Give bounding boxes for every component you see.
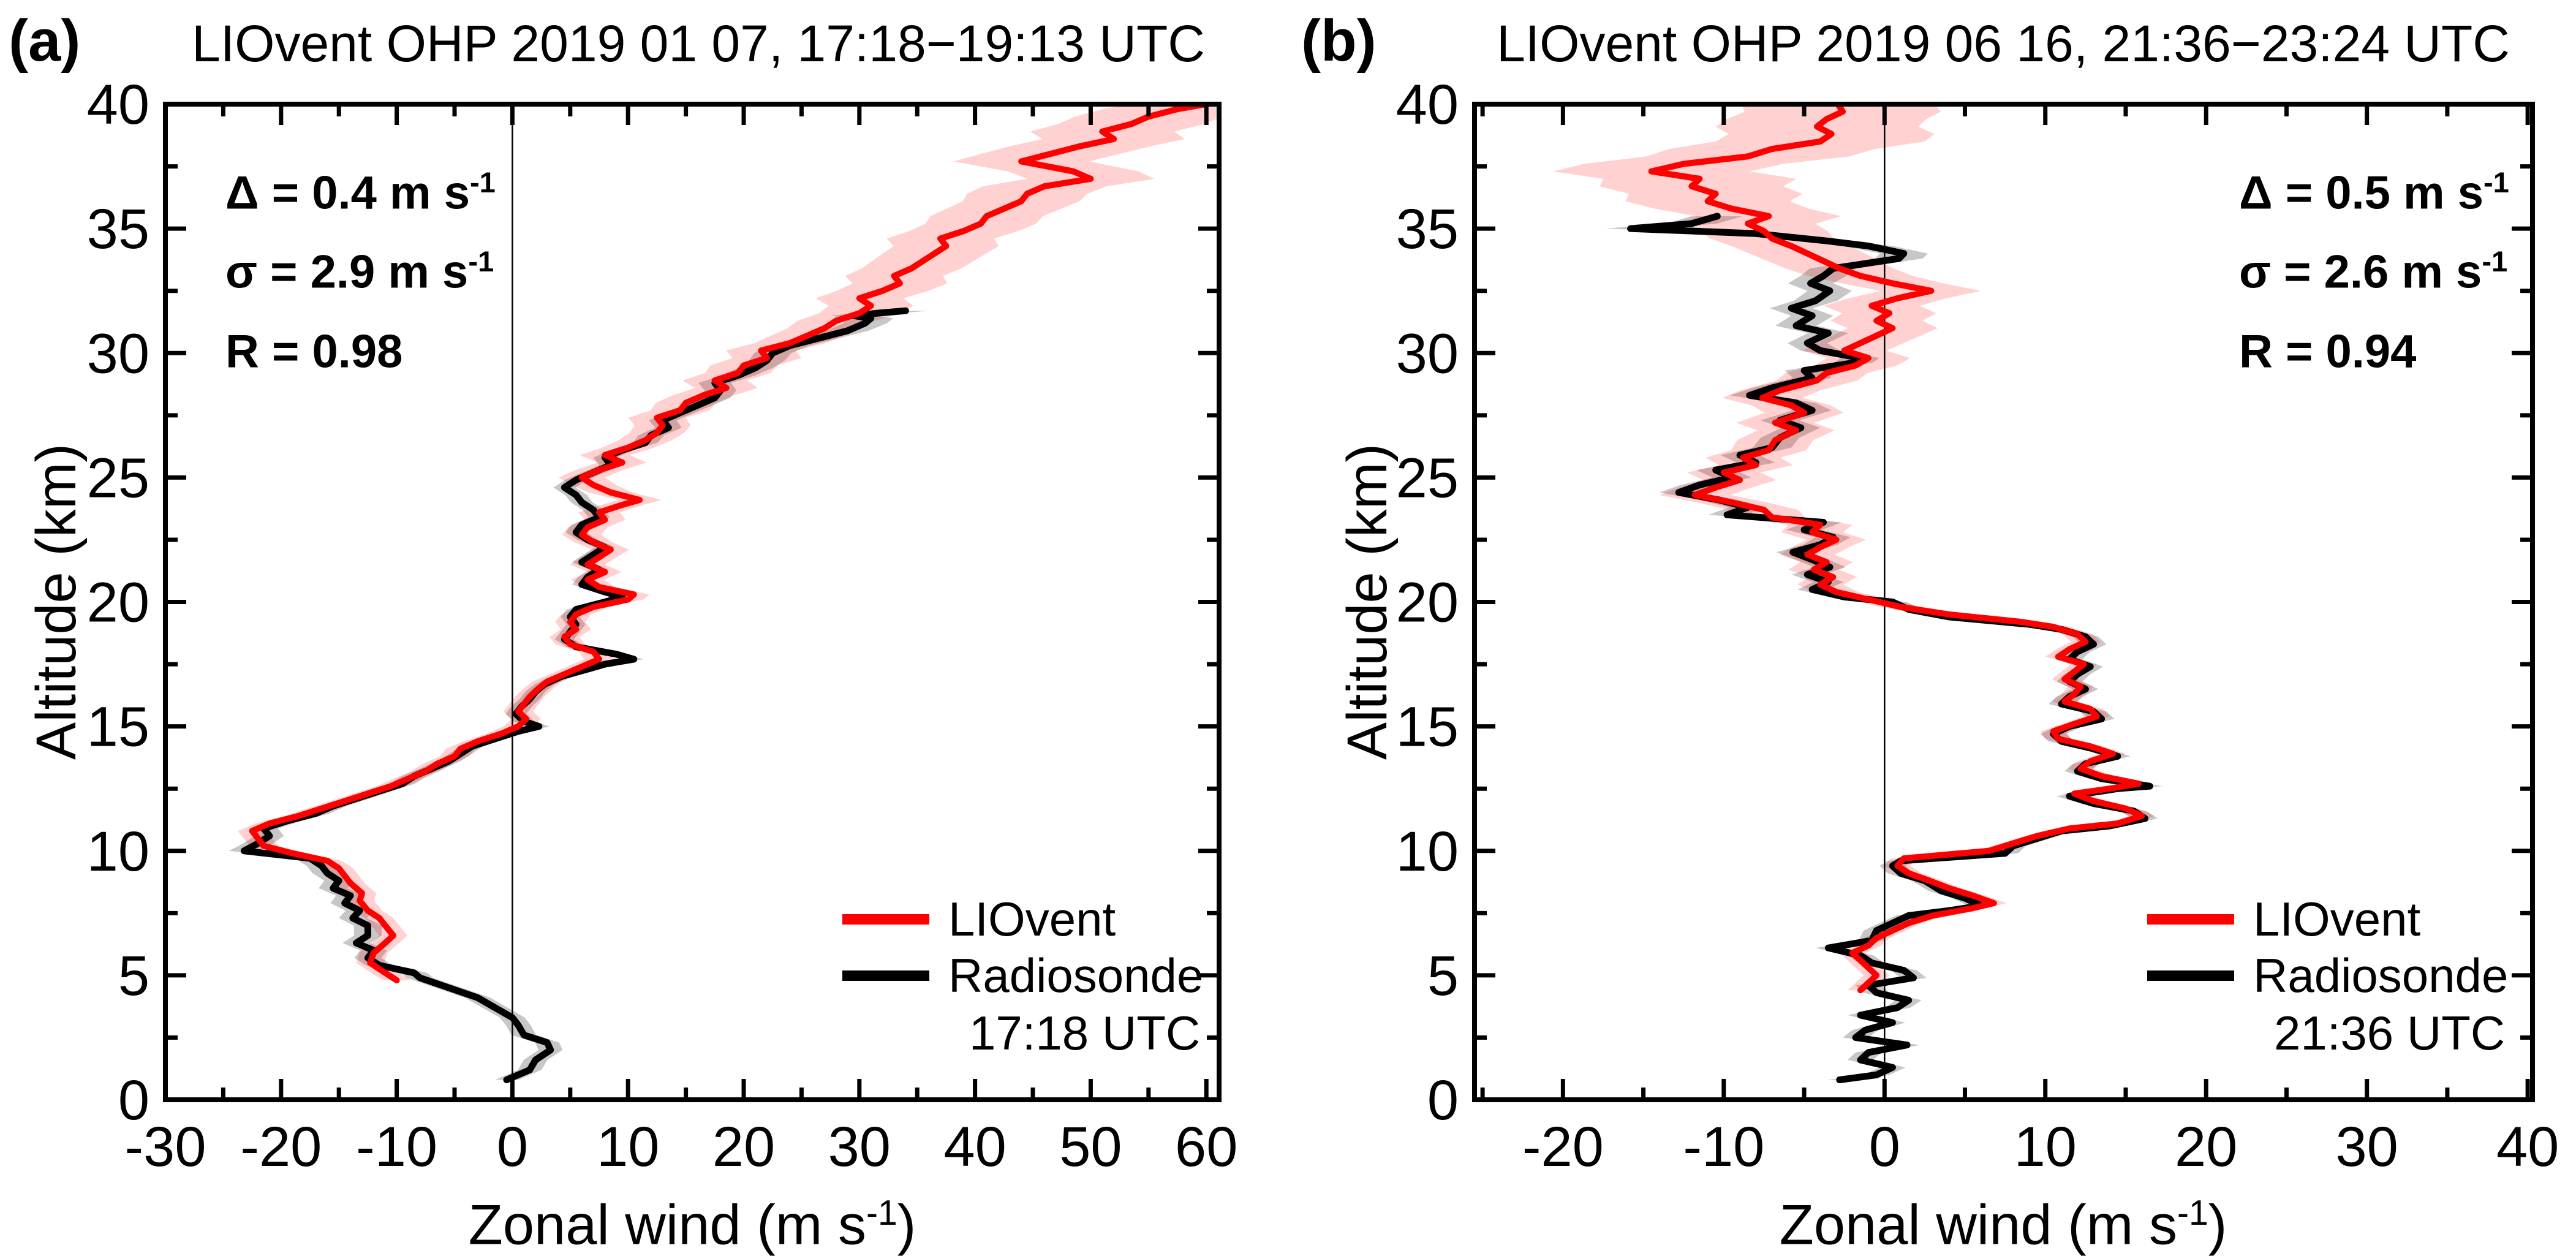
panel-b-y-tick-label: 0 — [1427, 1069, 1459, 1132]
panel-a-x-tick-label: 40 — [943, 1116, 1006, 1178]
panel-b-stat-sigma: σ = 2.6 m s-1 — [2239, 245, 2508, 298]
panel-b-band — [1553, 104, 2155, 991]
panel-b-legend-liovent-label: LIOvent — [2253, 892, 2421, 946]
panel-a-y-tick-label: 0 — [118, 1069, 149, 1132]
panel-b-x-tick-label: 20 — [2175, 1116, 2237, 1178]
panel-a-legend-radiosonde-label: Radiosonde — [948, 948, 1204, 1002]
panel-a-y-tick-label: 25 — [87, 447, 149, 509]
panel-b-y-tick-label: 15 — [1396, 696, 1459, 759]
panel-a-legend-radiosonde-time: 17:18 UTC — [969, 1006, 1201, 1060]
panel-a-y-tick-label: 20 — [87, 572, 149, 634]
panel-b-y-tick-label: 40 — [1396, 74, 1459, 136]
panel-a-y-tick-label: 30 — [87, 322, 149, 385]
panel-a-x-tick-label: 0 — [497, 1116, 528, 1178]
panel-b-title: LIOvent OHP 2019 06 16, 21:36−23:24 UTC — [1497, 15, 2510, 72]
panel-a-x-tick-label: -30 — [125, 1116, 206, 1178]
panel-a-y-axis-label: Altitude (km) — [25, 443, 88, 760]
panel-b-series-radiosonde — [1627, 213, 2153, 1083]
panel-b-stat-delta: Δ = 0.5 m s-1 — [2239, 166, 2509, 219]
liovent-line-swatch — [2147, 914, 2234, 925]
panel-a-plot-area: -30 -20 -10 0 10 20 30 40 50 60 0 5 10 15 20 25 30 35 40 — [87, 74, 1238, 1178]
panel-b-x-tick-label: -20 — [1522, 1116, 1604, 1178]
panel-a-x-tick-label: 20 — [712, 1116, 775, 1178]
panel-a-x-axis-label: Zonal wind (m s-1) — [468, 1194, 916, 1256]
panel-b-legend-radiosonde-time: 21:36 UTC — [2274, 1006, 2506, 1060]
panel-a-y-tick-label: 10 — [87, 820, 149, 883]
panel-a-series-liovent — [249, 104, 1210, 983]
panel-b-y-tick-label: 25 — [1396, 447, 1459, 509]
panel-b-x-tick-label: 30 — [2335, 1116, 2398, 1178]
panel-b-stat-r: R = 0.94 — [2239, 325, 2417, 377]
panel-a-x-tick-label: 30 — [828, 1116, 891, 1178]
panel-a-legend-liovent-label: LIOvent — [948, 892, 1116, 946]
radiosonde-line-swatch — [2147, 970, 2234, 981]
panel-a-y-tick-label: 15 — [87, 696, 149, 759]
radiosonde-line-swatch — [842, 970, 929, 981]
panel-b-plot-area: -20 -10 0 10 20 30 40 0 5 10 15 20 25 30 35 40 — [1396, 74, 2559, 1178]
panel-a-letter: (a) — [9, 8, 81, 74]
panel-a-series-radiosonde — [240, 307, 909, 1083]
panel-a-x-tick-label: 10 — [597, 1116, 659, 1178]
panel-a-stat-delta: Δ = 0.4 m s-1 — [225, 166, 496, 219]
panel-b-x-tick-label: 10 — [2014, 1116, 2077, 1178]
panel-a-y-tick-label: 40 — [87, 74, 149, 136]
panel-a-title: LIOvent OHP 2019 01 07, 17:18−19:13 UTC — [192, 15, 1205, 72]
panel-b-x-tick-label: 40 — [2496, 1116, 2559, 1178]
panel-b-y-tick-label: 20 — [1396, 572, 1459, 634]
panel-b-legend-radiosonde-label: Radiosonde — [2253, 948, 2509, 1002]
panel-a-x-tick-label: -20 — [240, 1116, 322, 1178]
panel-b-y-axis-label: Altitude (km) — [1336, 443, 1399, 760]
liovent-line-swatch — [842, 914, 929, 925]
panel-a-band — [229, 311, 929, 1080]
panel-a-stat-sigma: σ = 2.9 m s-1 — [225, 245, 494, 298]
panel-b-y-tick-label: 35 — [1396, 198, 1459, 260]
panel-b-y-tick-label: 30 — [1396, 322, 1459, 385]
panel-a-stats: Δ = 0.4 m s-1 σ = 2.9 m s-1 R = 0.98 — [225, 148, 496, 386]
panel-a-x-tick-label: -10 — [356, 1116, 437, 1178]
panel-a-stat-r: R = 0.98 — [225, 325, 403, 377]
panel-b-y-tick-label: 10 — [1396, 820, 1459, 883]
panel-a-x-tick-label: 50 — [1059, 1116, 1122, 1178]
panel-a-y-tick-label: 5 — [118, 945, 149, 1007]
panel-b-letter: (b) — [1301, 8, 1377, 74]
panel-b-x-axis-label: Zonal wind (m s-1) — [1779, 1194, 2227, 1256]
panel-b-series-liovent — [1648, 104, 2145, 994]
panel-b-x-tick-label: -10 — [1683, 1116, 1764, 1178]
panel-b-y-tick-label: 5 — [1427, 945, 1459, 1007]
panel-a-x-tick-label: 60 — [1175, 1116, 1237, 1178]
panel-b-x-tick-label: 0 — [1869, 1116, 1900, 1178]
panel-a-y-tick-label: 35 — [87, 198, 149, 260]
panel-b-stats: Δ = 0.5 m s-1 σ = 2.6 m s-1 R = 0.94 — [2239, 148, 2509, 386]
